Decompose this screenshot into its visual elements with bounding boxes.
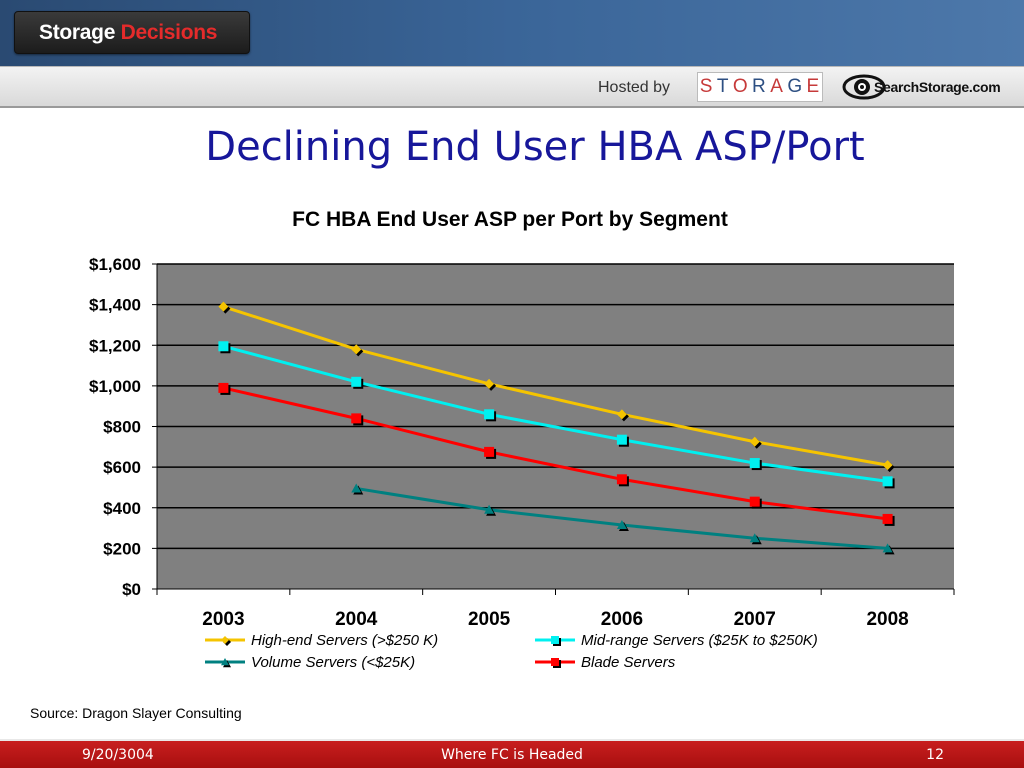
storage-decisions-logo: Storage Decisions (14, 11, 250, 54)
legend-label: Blade Servers (581, 654, 676, 671)
source-note: Source: Dragon Slayer Consulting (30, 705, 242, 721)
logo-word-decisions: Decisions (120, 21, 218, 44)
data-point (749, 496, 760, 507)
series-line (223, 386, 888, 521)
data-point (882, 513, 893, 524)
data-point (882, 476, 893, 487)
logo-text: Storage Decisions (39, 21, 217, 45)
data-point (551, 636, 559, 644)
footer-title: Where FC is Headed (441, 747, 583, 763)
header-banner: Storage Decisions (0, 0, 1024, 66)
legend-label: Volume Servers (<$25K) (251, 654, 415, 671)
x-tick-label: 2003 (202, 609, 244, 630)
data-point (882, 543, 893, 553)
data-point (218, 382, 229, 393)
series-lines (218, 301, 895, 555)
data-point (351, 376, 362, 387)
data-point (351, 483, 362, 493)
series-line (222, 305, 888, 467)
data-point (351, 344, 362, 355)
storage-logo-letter: E (806, 76, 821, 97)
data-point (221, 658, 229, 666)
x-tick-label: 2007 (734, 609, 776, 630)
x-tick-label: 2005 (468, 609, 511, 630)
data-point (351, 413, 362, 424)
data-point (749, 458, 760, 469)
searchstorage-logo-text: SearchStorage.com (874, 79, 1001, 95)
data-point (882, 460, 893, 471)
x-tick-label: 2006 (601, 609, 643, 630)
x-tick-label: 2008 (866, 609, 908, 630)
logo-word-storage: Storage (39, 21, 116, 44)
hosted-by-label: Hosted by (598, 79, 671, 96)
data-point (484, 446, 495, 457)
y-tick-label: $200 (103, 539, 141, 558)
page-number: 12 (926, 747, 944, 763)
y-tick-label: $1,200 (89, 336, 141, 355)
data-point (484, 409, 495, 420)
footer-bar: 9/20/3004 Where FC is Headed 12 (0, 739, 1024, 768)
data-point (749, 436, 760, 447)
data-point (221, 636, 229, 644)
series-line (223, 344, 888, 483)
data-point (218, 341, 229, 352)
y-tick-label: $600 (103, 458, 141, 477)
data-point (218, 301, 229, 312)
storage-logo-letter: S (699, 76, 714, 97)
y-tick-label: $1,600 (89, 255, 141, 274)
y-tick-label: $0 (122, 580, 141, 599)
legend-label: Mid-range Servers ($25K to $250K) (581, 632, 818, 649)
storage-logo-letter: G (787, 76, 804, 97)
slide-title: Declining End User HBA ASP/Port (205, 124, 865, 170)
storage-logo-letter: O (732, 76, 749, 97)
storage-logo-letter: T (716, 76, 730, 97)
y-tick-label: $1,000 (89, 377, 141, 396)
data-point (616, 409, 627, 420)
legend-label: High-end Servers (>$250 K) (251, 632, 438, 649)
footer-date: 9/20/3004 (82, 747, 154, 763)
eye-icon (842, 74, 886, 100)
y-tick-label: $400 (103, 499, 141, 518)
data-point (616, 474, 627, 485)
storage-logo-letter: R (752, 76, 767, 97)
axes: $0 $200 $400 $600 $800 $1,000 $1,200 $1,400 $1,6… (89, 255, 955, 630)
x-tick-label: 2004 (335, 609, 378, 630)
data-point (484, 504, 495, 514)
y-tick-label: $1,400 (89, 296, 141, 315)
chart-title: FC HBA End User ASP per Port by Segment (292, 208, 728, 231)
data-point (749, 533, 760, 543)
legend: High-end Servers (>$250 K) Mid-range Serv… (205, 632, 818, 671)
line-chart: FC HBA End User ASP per Port by Segment … (89, 208, 955, 671)
storage-logo-letter: A (770, 76, 784, 97)
data-point (484, 378, 495, 389)
data-point (616, 520, 627, 530)
data-point (616, 434, 627, 445)
data-point (551, 658, 559, 666)
y-tick-label: $800 (103, 418, 141, 437)
